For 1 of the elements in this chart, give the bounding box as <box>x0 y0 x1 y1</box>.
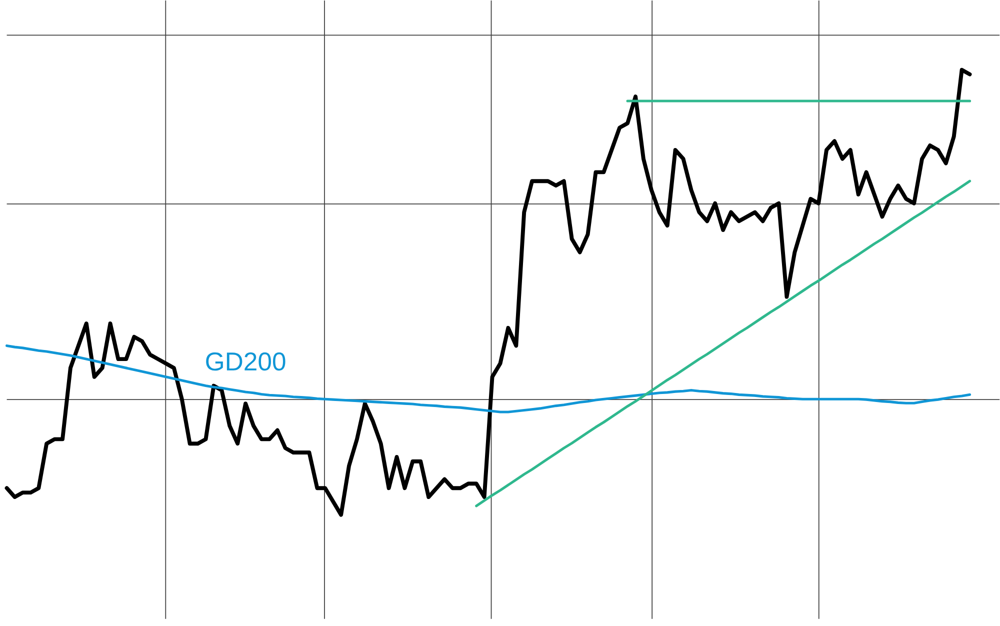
series-label: GD200 <box>206 352 286 371</box>
